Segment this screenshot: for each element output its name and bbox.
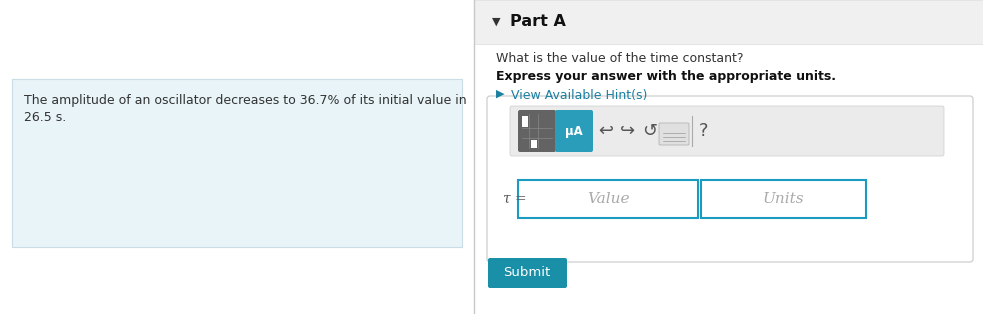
Text: τ =: τ = xyxy=(503,192,527,206)
Text: ▼: ▼ xyxy=(492,17,500,27)
FancyBboxPatch shape xyxy=(12,79,462,247)
Text: The amplitude of an oscillator decreases to 36.7% of its initial value in: The amplitude of an oscillator decreases… xyxy=(24,94,467,107)
Text: Units: Units xyxy=(762,192,804,206)
Bar xyxy=(518,180,698,218)
FancyBboxPatch shape xyxy=(518,110,556,152)
FancyBboxPatch shape xyxy=(659,123,689,145)
Text: ?: ? xyxy=(698,122,708,140)
Bar xyxy=(522,116,528,127)
Text: ↪: ↪ xyxy=(620,122,636,140)
Text: View Available Hint(s): View Available Hint(s) xyxy=(507,89,648,102)
Text: What is the value of the time constant?: What is the value of the time constant? xyxy=(496,52,743,65)
Bar xyxy=(474,0,983,44)
Text: ↺: ↺ xyxy=(643,122,658,140)
Text: 26.5 s.: 26.5 s. xyxy=(24,111,66,124)
FancyBboxPatch shape xyxy=(510,106,944,156)
FancyBboxPatch shape xyxy=(487,96,973,262)
FancyBboxPatch shape xyxy=(555,110,593,152)
Bar xyxy=(701,180,866,218)
Text: ▶: ▶ xyxy=(496,89,504,99)
Text: μA: μA xyxy=(565,124,583,138)
Bar xyxy=(531,140,537,148)
Text: Value: Value xyxy=(587,192,629,206)
Text: Express your answer with the appropriate units.: Express your answer with the appropriate… xyxy=(496,70,836,83)
Text: Submit: Submit xyxy=(503,267,550,279)
FancyBboxPatch shape xyxy=(488,258,567,288)
Text: Part A: Part A xyxy=(510,14,566,30)
Text: ↩: ↩ xyxy=(599,122,613,140)
